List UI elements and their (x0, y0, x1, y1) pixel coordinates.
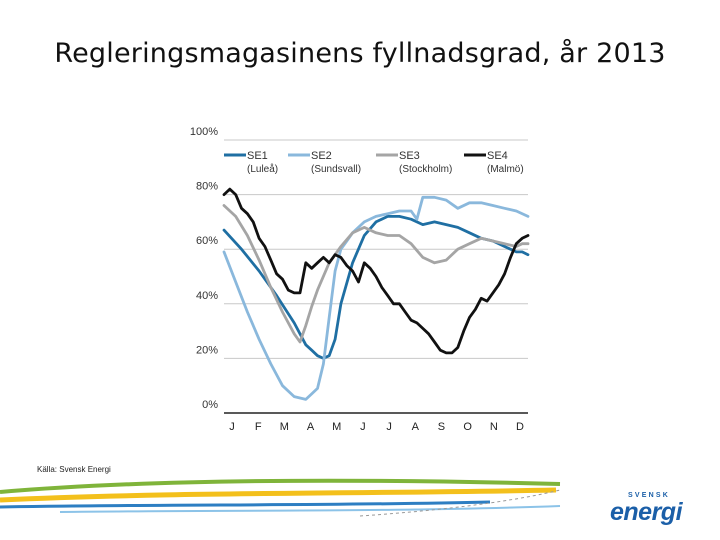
y-tick-label: 60% (196, 235, 218, 247)
logo-main-text: energi (610, 498, 683, 526)
legend-sublabel: (Sundsvall) (311, 164, 361, 175)
x-tick-label: A (307, 421, 315, 433)
x-tick-label: N (490, 421, 498, 433)
y-tick-label: 100% (190, 126, 218, 138)
swoosh-green-stripe (0, 478, 561, 494)
y-tick-label: 40% (196, 290, 218, 302)
series-lines (222, 187, 530, 401)
swoosh-dashed-stripe (359, 489, 561, 517)
x-tick-label: J (386, 421, 392, 433)
x-tick-label: M (332, 421, 341, 433)
legend-label: SE2 (311, 150, 332, 162)
legend-sublabel: (Malmö) (487, 164, 524, 175)
legend-item-se4: SE4 (Malmö) (464, 150, 524, 175)
legend-sublabel: (Luleå) (247, 163, 278, 175)
x-tick-label: M (280, 421, 289, 433)
legend-item-se2: SE2 (Sundsvall) (288, 150, 361, 175)
grid (224, 139, 528, 414)
swoosh-lightblue-stripe (59, 505, 561, 513)
x-tick-label: F (255, 421, 262, 433)
decorative-swoosh (0, 478, 561, 517)
legend: SE1(Luleå)SE2(Sundsvall)SE3(Stockholm)SE… (224, 150, 524, 175)
x-tick-label: O (463, 421, 472, 433)
x-tick-label: D (516, 421, 524, 433)
x-tick-label: J (360, 421, 366, 433)
legend-item-se1: SE1(Luleå) (224, 150, 278, 175)
series-line-se2 (222, 195, 530, 401)
svensk-energi-logo: SVENSK energi (606, 492, 698, 528)
logo-sub-text: SVENSK (628, 492, 670, 499)
x-tick-label: A (412, 421, 420, 433)
legend-label: SE1 (247, 150, 268, 162)
y-tick-label: 20% (196, 344, 218, 356)
series-line-se3 (222, 204, 530, 344)
y-tick-label: 80% (196, 181, 218, 193)
slide-title: Regleringsmagasinens fyllnadsgrad, år 20… (54, 38, 666, 69)
legend-item-se3: SE3 (Stockholm) (376, 150, 452, 175)
legend-label: SE3 (399, 150, 420, 162)
swoosh-yellow-stripe (0, 487, 557, 503)
x-tick-label: J (229, 421, 235, 433)
y-axis-ticks: 0% 20% 40% 60% 80% 100% (190, 126, 218, 411)
source-note: Källa: Svensk Energi (37, 465, 111, 474)
legend-label: SE4 (487, 150, 508, 162)
chart: 0% 20% 40% 60% 80% 100% J F M A M J J A S O N D SE1(Lule… (190, 126, 530, 433)
legend-sublabel: (Stockholm) (399, 164, 452, 175)
series-line-se4 (222, 187, 530, 355)
x-tick-label: S (438, 421, 445, 433)
y-tick-label: 0% (202, 399, 218, 411)
swoosh-blue-stripe (0, 500, 491, 509)
